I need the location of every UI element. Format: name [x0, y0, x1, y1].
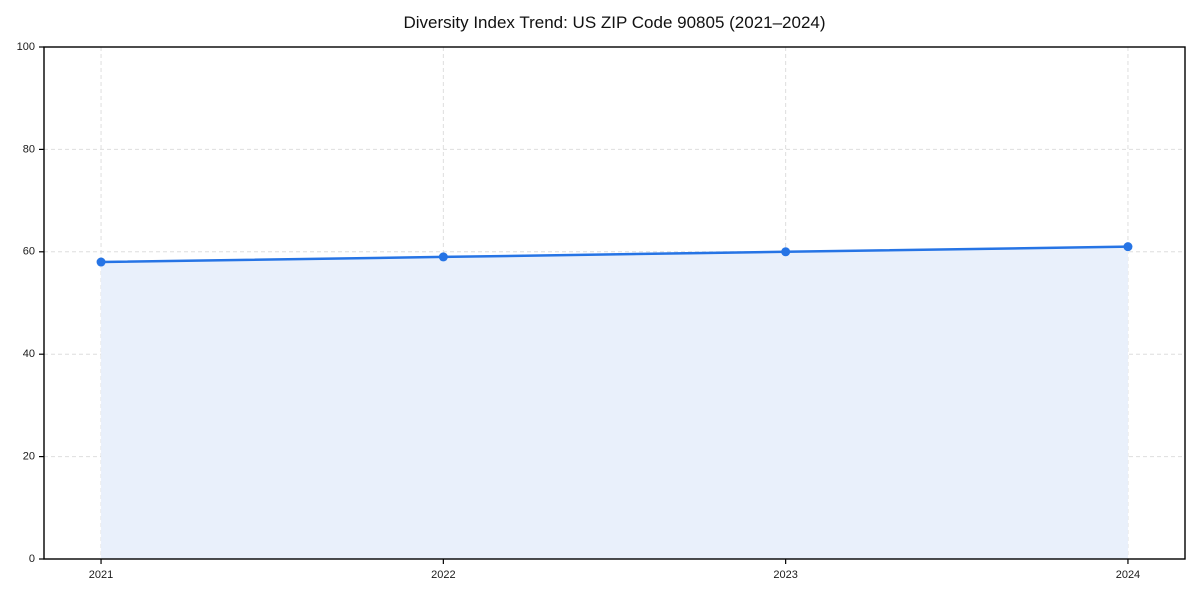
x-axis-tick-label: 2021: [89, 569, 113, 581]
y-axis-tick-label: 20: [23, 451, 35, 463]
x-axis-tick-label: 2023: [773, 569, 797, 581]
x-axis-tick-label: 2022: [431, 569, 455, 581]
y-axis-tick-label: 100: [17, 41, 35, 53]
data-point-marker: [781, 247, 791, 257]
y-axis-tick-label: 80: [23, 143, 35, 155]
data-point-marker: [1123, 242, 1133, 252]
chart-title: Diversity Index Trend: US ZIP Code 90805…: [403, 13, 826, 32]
plot-border: [43, 46, 1186, 560]
y-axis-tick-label: 60: [23, 246, 35, 258]
data-point-marker: [438, 252, 448, 262]
y-axis-tick-label: 0: [29, 553, 35, 565]
x-axis-tick-label: 2024: [1116, 569, 1140, 581]
series-area-fill: [101, 246, 1128, 559]
series-line: [99, 245, 1130, 264]
data-point-marker: [96, 257, 106, 267]
y-axis-tick-label: 40: [23, 348, 35, 360]
